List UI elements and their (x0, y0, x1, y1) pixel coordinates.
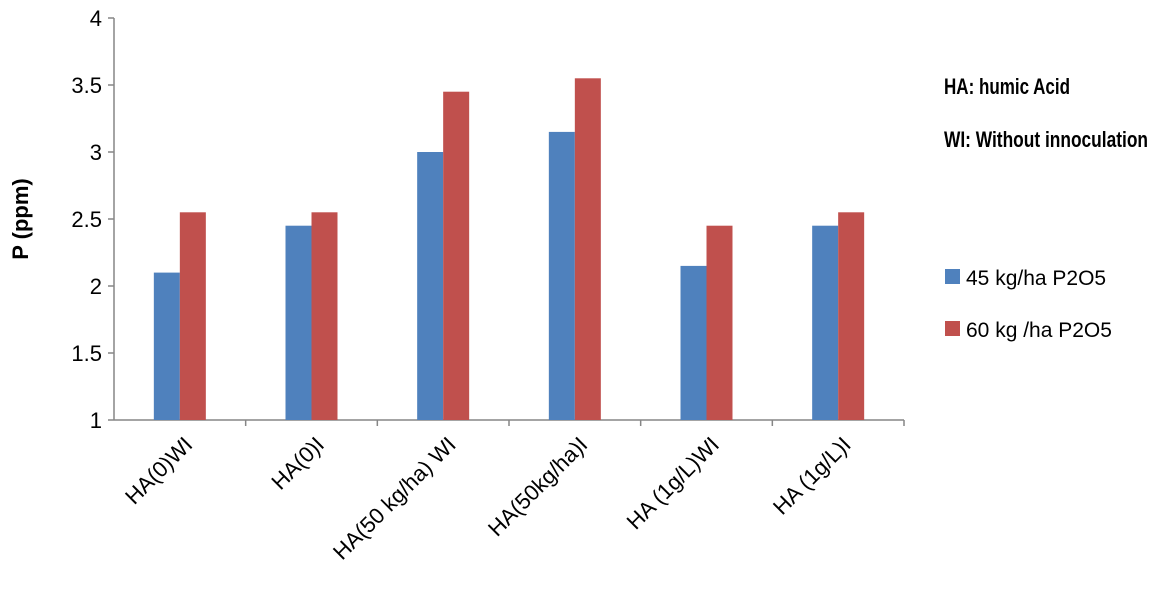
x-tick-label: HA(0)WI (120, 432, 197, 509)
legend-swatch (945, 321, 960, 336)
bar-series-2 (311, 212, 338, 420)
bar-series-1 (812, 225, 839, 420)
bar-series-1 (417, 152, 444, 420)
y-tick-label: 2.5 (71, 207, 102, 232)
bar-series-1 (285, 225, 312, 420)
y-tick-label: 3 (90, 140, 102, 165)
y-tick-label: 4 (90, 6, 102, 31)
x-tick-label: HA (1g/L)WI (622, 432, 724, 534)
annotation-ha: HA: humic Acid (944, 74, 1070, 99)
y-tick-label: 2 (90, 274, 102, 299)
bar-series-2 (574, 78, 601, 421)
annotation-wi: WI: Without innoculation (944, 127, 1148, 152)
y-axis-title: P (ppm) (8, 178, 33, 259)
x-tick-label: HA(0)I (266, 432, 329, 495)
y-axis: 1 1.5 2 2.5 3 3.5 4 (71, 6, 115, 433)
legend-swatch (945, 269, 960, 284)
bar-series-2 (838, 212, 865, 420)
bar-series-1 (680, 265, 707, 420)
annotations: HA: humic Acid WI: Without innoculation (944, 74, 1148, 152)
x-tick-label: HA(50 kg/ha) WI (328, 432, 461, 565)
legend: 45 kg/ha P2O5 60 kg /ha P2O5 (945, 267, 1112, 342)
x-tick-label: HA (1g/L)I (768, 432, 856, 520)
bar-series-2 (179, 212, 206, 420)
bar-series-1 (548, 131, 575, 420)
y-tick-label: 3.5 (71, 73, 102, 98)
legend-label: 45 kg/ha P2O5 (966, 267, 1106, 290)
bar-series-2 (706, 225, 733, 420)
bar-series-2 (443, 91, 470, 420)
x-axis: HA(0)WI HA(0)I HA(50 kg/ha) WI HA(50kg/ha)I… (114, 419, 905, 565)
y-tick-label: 1 (90, 408, 102, 433)
legend-label: 60 kg /ha P2O5 (966, 319, 1112, 342)
y-tick-label: 1.5 (71, 341, 102, 366)
bar-series-1 (153, 272, 180, 420)
x-tick-label: HA(50kg/ha)I (483, 432, 592, 541)
bars (153, 78, 865, 421)
